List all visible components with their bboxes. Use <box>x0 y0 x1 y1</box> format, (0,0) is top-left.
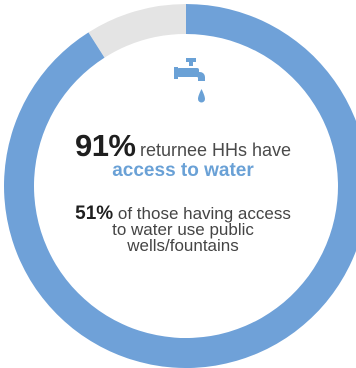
stat2-text-c: wells/fountains <box>127 236 239 255</box>
stat2-text-a: of those having access <box>117 204 291 223</box>
stat2-value: 51% <box>75 203 114 224</box>
donut-slice-1 <box>88 4 186 58</box>
stat-public-wells: 51% of those having access to water use … <box>38 203 328 255</box>
stat-access-to-water: 91% returnee HHs have access to water <box>38 128 328 182</box>
stat1-text: returnee HHs have <box>139 140 292 160</box>
stat1-highlight: access to water <box>112 160 254 181</box>
water-tap-icon <box>174 58 205 103</box>
stat2-text-b: to water use public <box>112 220 254 239</box>
stat1-value: 91% <box>74 128 136 163</box>
